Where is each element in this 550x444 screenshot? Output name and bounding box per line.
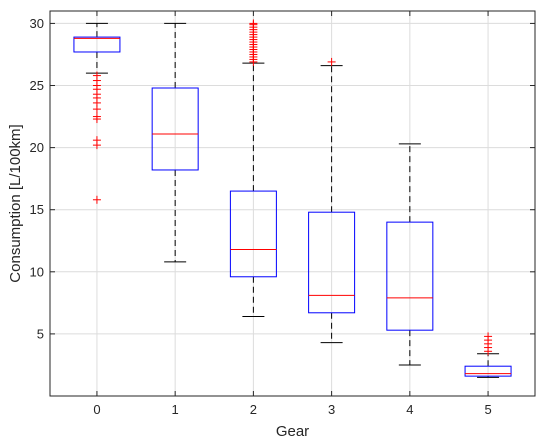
- x-tick-label: 5: [484, 402, 491, 417]
- iqr-box: [73, 36, 121, 53]
- box-1: [151, 22, 199, 263]
- y-tick-label: 15: [30, 202, 44, 217]
- x-axis-title: Gear: [276, 423, 309, 440]
- boxes: [73, 19, 512, 378]
- y-axis-ticks: 5 10 15 20 25 30: [30, 16, 535, 341]
- plot-frame: [49, 10, 536, 397]
- y-tick-label: 10: [30, 264, 44, 279]
- x-tick-label: 4: [406, 402, 413, 417]
- x-tick-label: 2: [250, 402, 257, 417]
- box-0: [73, 22, 121, 204]
- outlier-marker: [92, 105, 101, 114]
- y-axis-title: Consumption [L/100km]: [7, 124, 24, 282]
- outlier-marker: [327, 57, 336, 66]
- y-tick-label: 30: [30, 16, 44, 31]
- grid-lines: [50, 11, 535, 396]
- outlier-marker: [92, 115, 101, 124]
- iqr-box: [308, 211, 356, 314]
- iqr-box: [151, 87, 199, 171]
- outlier-marker: [92, 195, 101, 204]
- y-tick-label: 25: [30, 78, 44, 93]
- y-tick-label: 5: [37, 326, 44, 341]
- box-3: [308, 57, 356, 344]
- x-tick-label: 1: [172, 402, 179, 417]
- box-5: [464, 332, 512, 378]
- x-tick-label: 3: [328, 402, 335, 417]
- iqr-box: [386, 221, 434, 331]
- outlier-marker: [249, 19, 258, 28]
- outlier-marker: [92, 141, 101, 150]
- outlier-marker: [484, 332, 493, 341]
- box-4: [386, 143, 434, 366]
- iqr-box: [464, 365, 512, 377]
- x-tick-label: 0: [93, 402, 100, 417]
- box-2: [229, 19, 277, 318]
- y-tick-label: 20: [30, 140, 44, 155]
- x-axis-ticks: 0 1 2 3 4 5: [93, 11, 492, 417]
- iqr-box: [229, 190, 277, 278]
